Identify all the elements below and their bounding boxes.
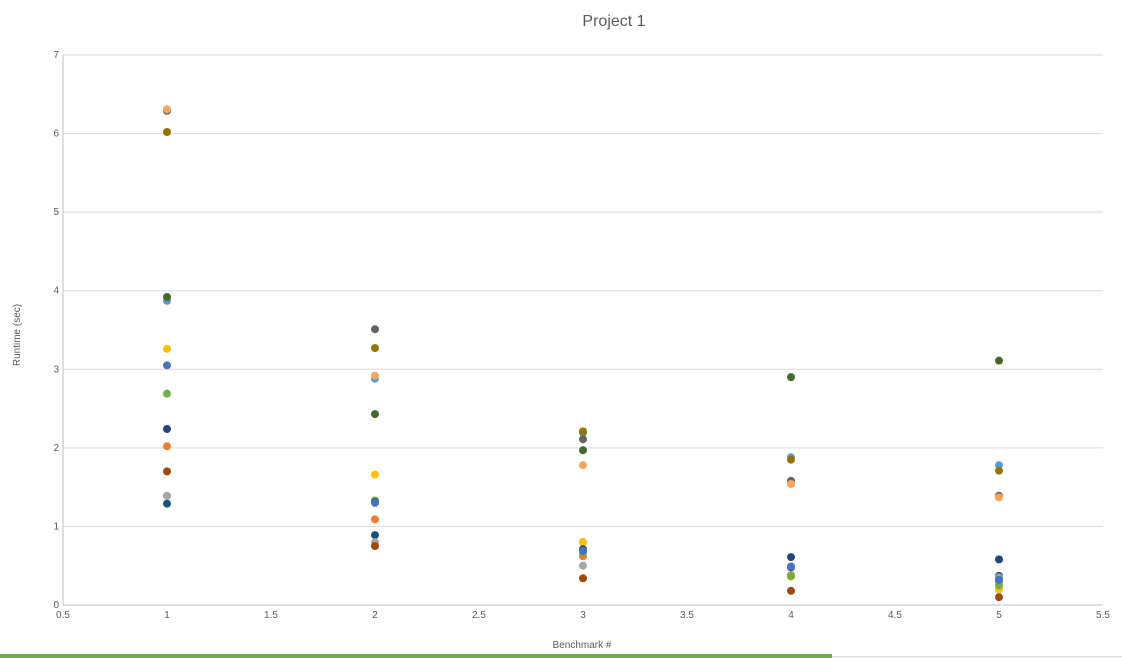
data-point [579,546,587,555]
data-point [787,553,795,562]
x-tick-label: 2 [372,610,378,621]
data-point [371,531,379,540]
data-point [163,467,171,476]
x-tick-label: 2.5 [472,610,486,621]
data-point [163,442,171,451]
data-point [163,499,171,508]
data-point [371,515,379,524]
x-tick-label: 3 [580,610,586,621]
x-tick-label: 4 [788,610,794,621]
axes [62,55,1103,606]
data-point [371,410,379,419]
data-point [995,581,1003,590]
data-point [163,491,171,500]
data-point [163,293,171,301]
data-point [579,435,587,444]
data-point [579,427,587,436]
data-point [579,561,587,570]
data-point [371,325,379,334]
data-point [787,562,795,571]
data-point [371,498,379,507]
data-point [995,461,1003,470]
data-point [995,555,1003,564]
x-tick-label: 5.5 [1096,610,1110,621]
data-point [163,344,171,353]
y-tick-label: 2 [53,443,59,454]
data-point [579,446,587,455]
y-tick-label: 0 [53,600,59,611]
data-point [163,425,171,433]
y-tick-label: 1 [53,521,59,532]
bottom-progress-bar [0,654,832,658]
bottom-bar-track [832,656,1122,657]
x-axis-label: Benchmark # [553,640,612,651]
chart-title: Project 1 [582,13,645,30]
x-tick-label: 0.5 [56,610,70,621]
data-point [163,105,171,114]
data-point [371,542,379,551]
y-tick-label: 5 [53,207,59,218]
gridlines [63,54,1103,527]
data-point [163,128,171,136]
y-tick-label: 7 [53,50,59,61]
tick-labels: 0 1 2 3 4 5 6 7 0.5 1 1.5 2 2.5 3 3.5 4 4.5 5 5.5 [53,50,1110,621]
data-point [787,480,795,488]
data-point [163,361,171,370]
x-tick-label: 1 [164,610,170,621]
x-tick-label: 4.5 [888,610,902,621]
data-point [995,493,1003,502]
data-point [579,461,587,470]
data-point [371,344,379,353]
data-point [371,470,379,479]
data-point [371,371,379,380]
x-tick-label: 3.5 [680,610,694,621]
data-points [163,105,1003,602]
x-tick-label: 5 [996,610,1002,621]
data-point [995,466,1003,475]
data-point [579,574,587,583]
y-tick-label: 3 [53,364,59,375]
data-point [163,389,171,398]
data-point [787,373,795,382]
data-point [995,356,1003,365]
data-point [787,455,795,464]
x-tick-label: 1.5 [264,610,278,621]
data-point [787,571,795,580]
data-point [787,586,795,595]
y-tick-label: 6 [53,129,59,140]
data-point [579,538,587,547]
y-axis-label: Runtime (sec) [12,304,23,366]
data-point [995,593,1003,602]
y-tick-label: 4 [53,286,59,297]
data-point [995,575,1003,584]
